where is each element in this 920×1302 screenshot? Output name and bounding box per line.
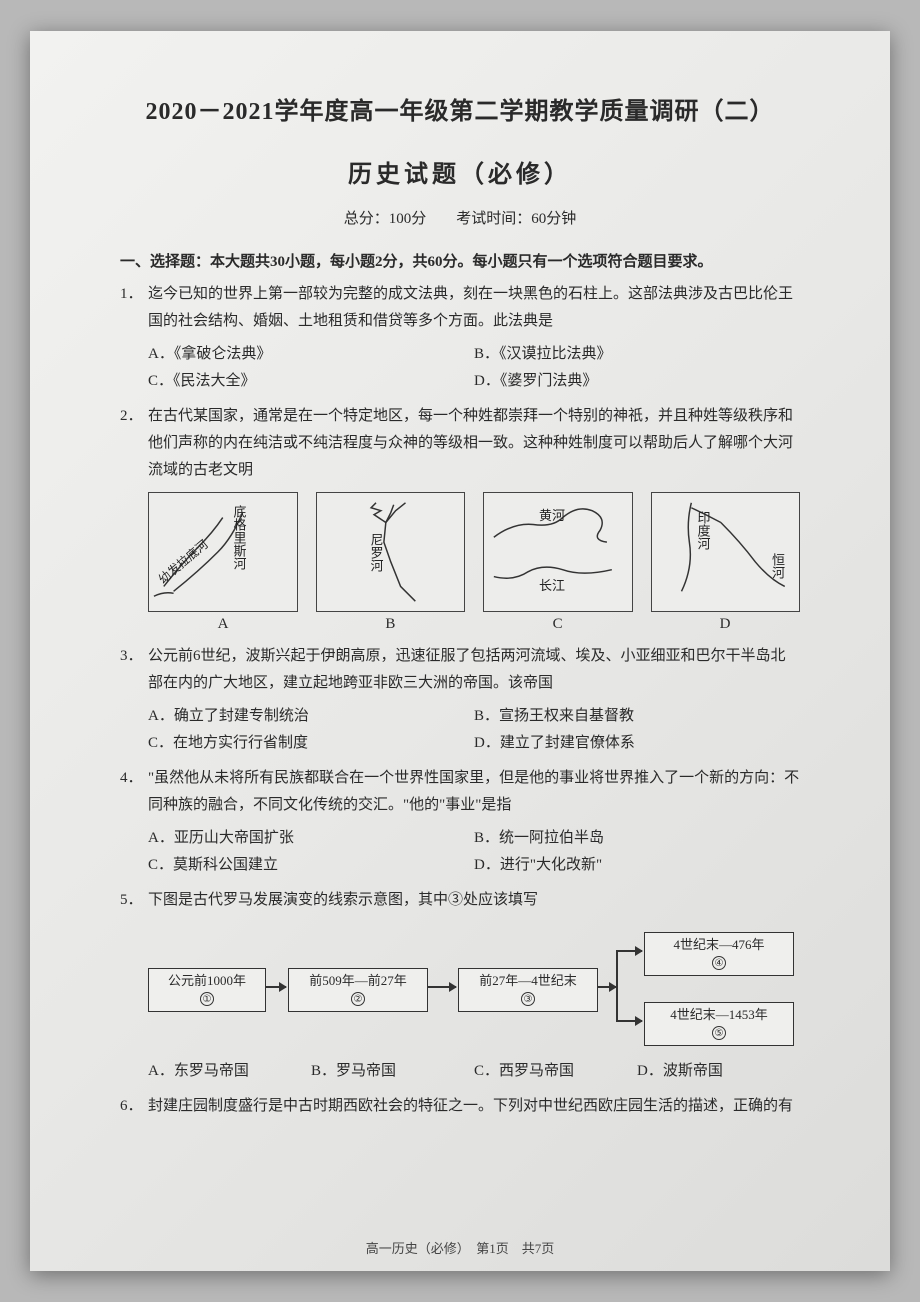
q1-number: 1． <box>120 281 148 335</box>
tl-arrow-2 <box>428 986 456 988</box>
tl-box-2-num: ② <box>351 992 365 1006</box>
tl-arrow-4a <box>616 950 642 952</box>
q2-number: 2． <box>120 403 148 484</box>
tl-box-1-num: ① <box>200 992 214 1006</box>
question-6: 6． 封建庄园制度盛行是中古时期西欧社会的特征之一。下列对中世纪西欧庄园生活的描… <box>120 1093 800 1120</box>
q4-options: A．亚历山大帝国扩张 B．统一阿拉伯半岛 C．莫斯科公国建立 D．进行"大化改新… <box>120 825 800 879</box>
q4-opt-d: D．进行"大化改新" <box>474 852 800 879</box>
tl-arrow-4b <box>616 1020 642 1022</box>
q4-opt-b: B．统一阿拉伯半岛 <box>474 825 800 852</box>
q2-maps: 幼发拉底河 底格里斯河 尼罗河 黄河 长江 印度河 <box>148 492 800 612</box>
map-a-label-2: 底格里斯河 <box>230 505 249 570</box>
question-3: 3． 公元前6世纪，波斯兴起于伊朗高原，迅速征服了包括两河流域、埃及、小亚细亚和… <box>120 643 800 697</box>
q1-options: A．《拿破仑法典》 B．《汉谟拉比法典》 C．《民法大全》 D．《婆罗门法典》 <box>120 341 800 395</box>
tl-box-4-num: ④ <box>712 956 726 970</box>
question-1: 1． 迄今已知的世界上第一部较为完整的成文法典，刻在一块黑色的石柱上。这部法典涉… <box>120 281 800 335</box>
map-b-label-1: 尼罗河 <box>367 533 386 572</box>
q1-text: 迄今已知的世界上第一部较为完整的成文法典，刻在一块黑色的石柱上。这部法典涉及古巴… <box>148 281 800 335</box>
tl-arrow-3 <box>598 986 616 988</box>
q1-opt-b: B．《汉谟拉比法典》 <box>474 341 800 368</box>
q5-opt-c: C．西罗马帝国 <box>474 1058 637 1085</box>
exam-page: 2020－2021学年度高一年级第二学期教学质量调研（二） 历史试题（必修） 总… <box>30 31 890 1271</box>
q5-options: A．东罗马帝国 B．罗马帝国 C．西罗马帝国 D．波斯帝国 <box>120 1058 800 1085</box>
q5-text: 下图是古代罗马发展演变的线索示意图，其中③处应该填写 <box>148 887 800 914</box>
q2-label-b: B <box>315 616 465 633</box>
page-subtitle: 历史试题（必修） <box>120 154 800 189</box>
tl-box-4-top: 4世纪末—476年 <box>673 937 764 952</box>
tl-box-1: 公元前1000年 ① <box>148 968 266 1012</box>
q3-opt-d: D．建立了封建官僚体系 <box>474 730 800 757</box>
q5-number: 5． <box>120 887 148 914</box>
map-c-label-2: 长江 <box>539 575 565 594</box>
q5-opt-d: D．波斯帝国 <box>637 1058 800 1085</box>
q1-opt-a: A．《拿破仑法典》 <box>148 341 474 368</box>
q3-opt-c: C．在地方实行行省制度 <box>148 730 474 757</box>
q4-number: 4． <box>120 765 148 819</box>
map-c-label-1: 黄河 <box>539 505 565 524</box>
tl-box-2: 前509年—前27年 ② <box>288 968 428 1012</box>
page-footer: 高一历史（必修） 第1页 共7页 <box>30 1238 890 1257</box>
question-5: 5． 下图是古代罗马发展演变的线索示意图，其中③处应该填写 <box>120 887 800 914</box>
map-c-yellow-yangtze: 黄河 长江 <box>483 492 633 612</box>
question-4: 4． "虽然他从未将所有民族都联合在一个世界性国家里，但是他的事业将世界推入了一… <box>120 765 800 819</box>
q1-opt-c: C．《民法大全》 <box>148 368 474 395</box>
q2-text: 在古代某国家，通常是在一个特定地区，每一个种姓都崇拜一个特别的神祇，并且种姓等级… <box>148 403 800 484</box>
tl-box-3: 前27年—4世纪末 ③ <box>458 968 598 1012</box>
tl-box-3-num: ③ <box>521 992 535 1006</box>
tl-split-line <box>616 950 618 1022</box>
q2-label-c: C <box>483 616 633 633</box>
q6-number: 6． <box>120 1093 148 1120</box>
section-1-heading: 一、选择题：本大题共30小题，每小题2分，共60分。每小题只有一个选项符合题目要… <box>120 250 800 271</box>
q4-opt-c: C．莫斯科公国建立 <box>148 852 474 879</box>
map-b-nile: 尼罗河 <box>316 492 466 612</box>
question-2: 2． 在古代某国家，通常是在一个特定地区，每一个种姓都崇拜一个特别的神祇，并且种… <box>120 403 800 484</box>
q3-text: 公元前6世纪，波斯兴起于伊朗高原，迅速征服了包括两河流域、埃及、小亚细亚和巴尔干… <box>148 643 800 697</box>
map-a-tigris-euphrates: 幼发拉底河 底格里斯河 <box>148 492 298 612</box>
q5-opt-b: B．罗马帝国 <box>311 1058 474 1085</box>
q3-number: 3． <box>120 643 148 697</box>
page-title: 2020－2021学年度高一年级第二学期教学质量调研（二） <box>120 91 800 126</box>
q5-opt-a: A．东罗马帝国 <box>148 1058 311 1085</box>
q2-label-a: A <box>148 616 298 633</box>
tl-box-4: 4世纪末—476年 ④ <box>644 932 794 976</box>
map-d-indus-ganges: 印度河 恒河 <box>651 492 801 612</box>
tl-arrow-1 <box>266 986 286 988</box>
map-d-label-1: 印度河 <box>694 511 713 550</box>
tl-box-2-top: 前509年—前27年 <box>309 973 407 988</box>
q3-opt-b: B．宣扬王权来自基督教 <box>474 703 800 730</box>
tl-box-5: 4世纪末—1453年 ⑤ <box>644 1002 794 1046</box>
map-d-label-2: 恒河 <box>768 553 787 579</box>
q2-option-labels: A B C D <box>148 616 800 633</box>
tl-box-5-top: 4世纪末—1453年 <box>670 1007 768 1022</box>
q4-opt-a: A．亚历山大帝国扩张 <box>148 825 474 852</box>
q4-text: "虽然他从未将所有民族都联合在一个世界性国家里，但是他的事业将世界推入了一个新的… <box>148 765 800 819</box>
q2-label-d: D <box>650 616 800 633</box>
tl-box-5-num: ⑤ <box>712 1026 726 1040</box>
tl-box-1-top: 公元前1000年 <box>168 973 246 988</box>
q1-opt-d: D．《婆罗门法典》 <box>474 368 800 395</box>
exam-meta: 总分：100分 考试时间：60分钟 <box>120 207 800 228</box>
tl-box-3-top: 前27年—4世纪末 <box>479 973 577 988</box>
q3-opt-a: A．确立了封建专制统治 <box>148 703 474 730</box>
q3-options: A．确立了封建专制统治 B．宣扬王权来自基督教 C．在地方实行行省制度 D．建立… <box>120 703 800 757</box>
q5-timeline: 公元前1000年 ① 前509年—前27年 ② 前27年—4世纪末 ③ 4世纪末… <box>148 928 800 1048</box>
q6-text: 封建庄园制度盛行是中古时期西欧社会的特征之一。下列对中世纪西欧庄园生活的描述，正… <box>148 1093 800 1120</box>
